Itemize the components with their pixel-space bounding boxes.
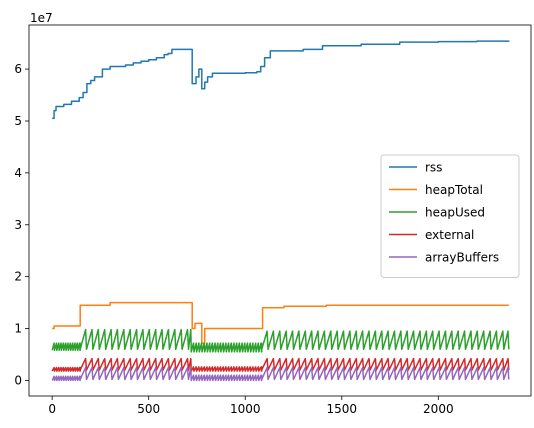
y-axis: 0 1 2 3 4 5 6 <box>14 62 29 387</box>
x-tick-label: 1500 <box>327 402 358 416</box>
series-line-heapUsed <box>51 328 510 353</box>
y-tick-label: 1 <box>14 322 22 336</box>
legend-label-heapTotal: heapTotal <box>425 183 483 197</box>
legend: rss heapTotal heapUsed external arrayBuffers <box>380 154 520 278</box>
x-tick-label: 2000 <box>423 402 454 416</box>
x-axis: 0 500 1000 1500 2000 <box>48 396 454 416</box>
y-tick-label: 0 <box>14 373 22 387</box>
y-axis-offset-text: 1e7 <box>30 11 53 25</box>
x-tick-label: 0 <box>48 402 56 416</box>
series-line-arrayBuffers <box>51 366 510 382</box>
plot-area <box>51 40 510 382</box>
series-line-heapTotal <box>52 301 509 344</box>
legend-label-external: external <box>425 228 474 242</box>
legend-box <box>380 154 520 278</box>
y-tick-label: 3 <box>14 218 22 232</box>
legend-label-arrayBuffers: arrayBuffers <box>425 251 499 265</box>
x-tick-label: 1000 <box>230 402 261 416</box>
y-tick-label: 2 <box>14 270 22 284</box>
y-tick-label: 5 <box>14 114 22 128</box>
x-tick-label: 500 <box>137 402 160 416</box>
series-line-rss <box>52 40 510 120</box>
axes-frame <box>28 24 532 397</box>
y-tick-label: 4 <box>14 166 22 180</box>
legend-label-heapUsed: heapUsed <box>425 206 485 220</box>
series-line-external <box>51 357 510 372</box>
y-tick-label: 6 <box>14 62 22 76</box>
legend-label-rss: rss <box>425 161 442 175</box>
